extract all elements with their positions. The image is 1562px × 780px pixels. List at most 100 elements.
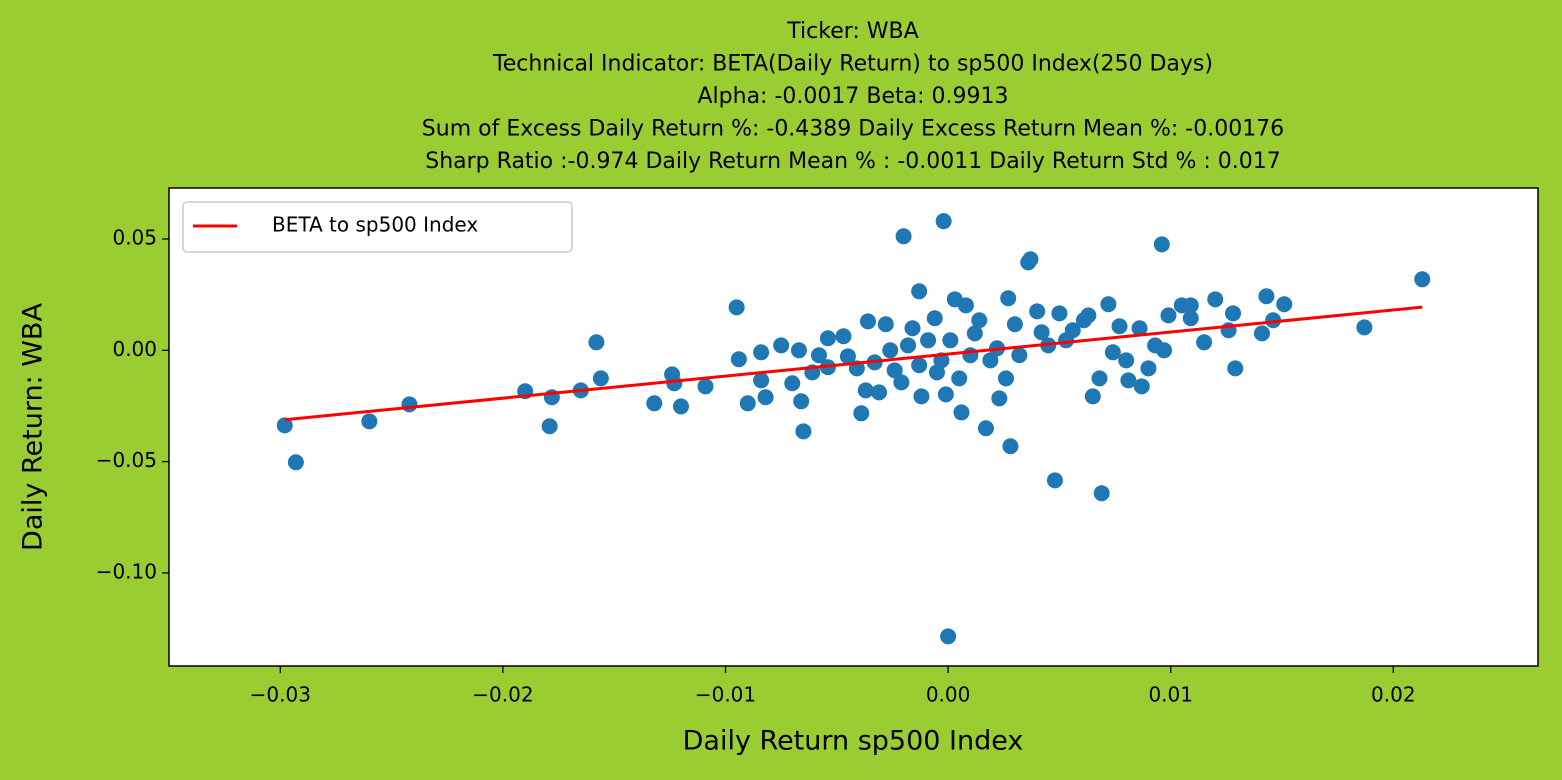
y-tick-label: 0.00	[112, 337, 157, 361]
scatter-point	[810, 347, 827, 364]
scatter-point	[1182, 310, 1199, 327]
scatter-point	[1265, 312, 1282, 329]
scatter-point	[793, 393, 810, 410]
scatter-point	[962, 347, 979, 364]
scatter-point	[1118, 352, 1135, 369]
plot-area	[168, 187, 1539, 667]
scatter-point	[1160, 307, 1177, 324]
scatter-point	[1093, 485, 1110, 502]
y-tick-label: 0.05	[112, 225, 157, 249]
scatter-point	[1182, 297, 1199, 314]
scatter-point	[1156, 342, 1173, 359]
chart-title: Technical Indicator: BETA(Daily Return) …	[492, 52, 1213, 77]
y-axis-label: Daily Return: WBA	[18, 303, 49, 551]
x-tick-label: 0.02	[1371, 683, 1416, 707]
scatter-point	[757, 389, 774, 406]
scatter-point	[1276, 296, 1293, 313]
x-tick-label: −0.03	[250, 683, 311, 707]
scatter-point	[859, 313, 876, 330]
scatter-point	[1046, 472, 1063, 489]
scatter-point	[1084, 388, 1101, 405]
scatter-point	[971, 312, 988, 329]
scatter-point	[1356, 319, 1373, 336]
scatter-point	[1100, 296, 1117, 313]
scatter-point	[784, 375, 801, 392]
scatter-point	[730, 351, 747, 368]
x-tick-label: 0.00	[926, 683, 971, 707]
scatter-point	[966, 325, 983, 342]
scatter-point	[276, 417, 293, 434]
scatter-point	[920, 332, 937, 349]
legend-label: BETA to sp500 Index	[272, 213, 478, 237]
scatter-point	[835, 328, 852, 345]
scatter-point	[911, 283, 928, 300]
scatter-point	[1006, 316, 1023, 333]
scatter-point	[666, 375, 683, 392]
scatter-point	[1022, 251, 1039, 268]
scatter-point	[882, 342, 899, 359]
scatter-point	[977, 420, 994, 437]
scatter-point	[911, 357, 928, 374]
scatter-point	[1091, 370, 1108, 387]
scatter-point	[1064, 322, 1081, 339]
scatter-point	[904, 320, 921, 337]
scatter-point	[541, 418, 558, 435]
y-tick-label: −0.10	[96, 559, 157, 583]
scatter-point	[991, 390, 1008, 407]
legend-box	[182, 201, 573, 253]
scatter-point	[588, 334, 605, 351]
scatter-point	[753, 372, 770, 389]
scatter-point	[895, 228, 912, 245]
scatter-point	[982, 352, 999, 369]
scatter-point	[1051, 305, 1068, 322]
scatter-point	[942, 332, 959, 349]
scatter-point	[753, 344, 770, 361]
scatter-point	[1225, 305, 1242, 322]
scatter-point	[1131, 320, 1148, 337]
scatter-point	[953, 404, 970, 421]
scatter-point	[839, 348, 856, 365]
x-tick-label: 0.01	[1148, 683, 1193, 707]
scatter-point	[1002, 438, 1019, 455]
scatter-point	[728, 299, 745, 316]
scatter-point	[928, 364, 945, 381]
scatter-point	[1029, 303, 1046, 320]
scatter-point	[646, 395, 663, 412]
x-tick-label: −0.02	[472, 683, 533, 707]
scatter-point	[819, 330, 836, 347]
scatter-point	[592, 370, 609, 387]
scatter-point	[1414, 271, 1431, 288]
scatter-point	[857, 382, 874, 399]
scatter-point	[1140, 360, 1157, 377]
scatter-point	[886, 362, 903, 379]
scatter-point	[1253, 325, 1270, 342]
scatter-point	[287, 454, 304, 471]
scatter-point	[1153, 236, 1170, 253]
scatter-point	[935, 213, 952, 230]
scatter-point	[1000, 290, 1017, 307]
regression-line	[284, 305, 1423, 422]
scatter-point	[1011, 347, 1028, 364]
scatter-point	[997, 370, 1014, 387]
scatter-point	[1258, 288, 1275, 305]
scatter-point	[957, 297, 974, 314]
scatter-point	[697, 378, 714, 395]
chart-title: Ticker: WBA	[786, 19, 918, 44]
scatter-point	[951, 370, 968, 387]
chart-title: Sharp Ratio :-0.974 Daily Return Mean % …	[425, 149, 1281, 174]
scatter-point	[1104, 344, 1121, 361]
scatter-point	[940, 628, 957, 645]
scatter-point	[1227, 360, 1244, 377]
x-tick-label: −0.01	[695, 683, 756, 707]
scatter-point	[1120, 372, 1137, 389]
scatter-point	[1207, 291, 1224, 308]
scatter-point	[913, 388, 930, 405]
scatter-point	[672, 398, 689, 415]
scatter-point	[401, 396, 418, 413]
scatter-point	[773, 337, 790, 354]
y-tick-label: −0.05	[96, 448, 157, 472]
scatter-point	[1196, 334, 1213, 351]
chart-title: Sum of Excess Daily Return %: -0.4389 Da…	[422, 117, 1284, 142]
scatter-point	[871, 384, 888, 401]
scatter-point	[1133, 378, 1150, 395]
